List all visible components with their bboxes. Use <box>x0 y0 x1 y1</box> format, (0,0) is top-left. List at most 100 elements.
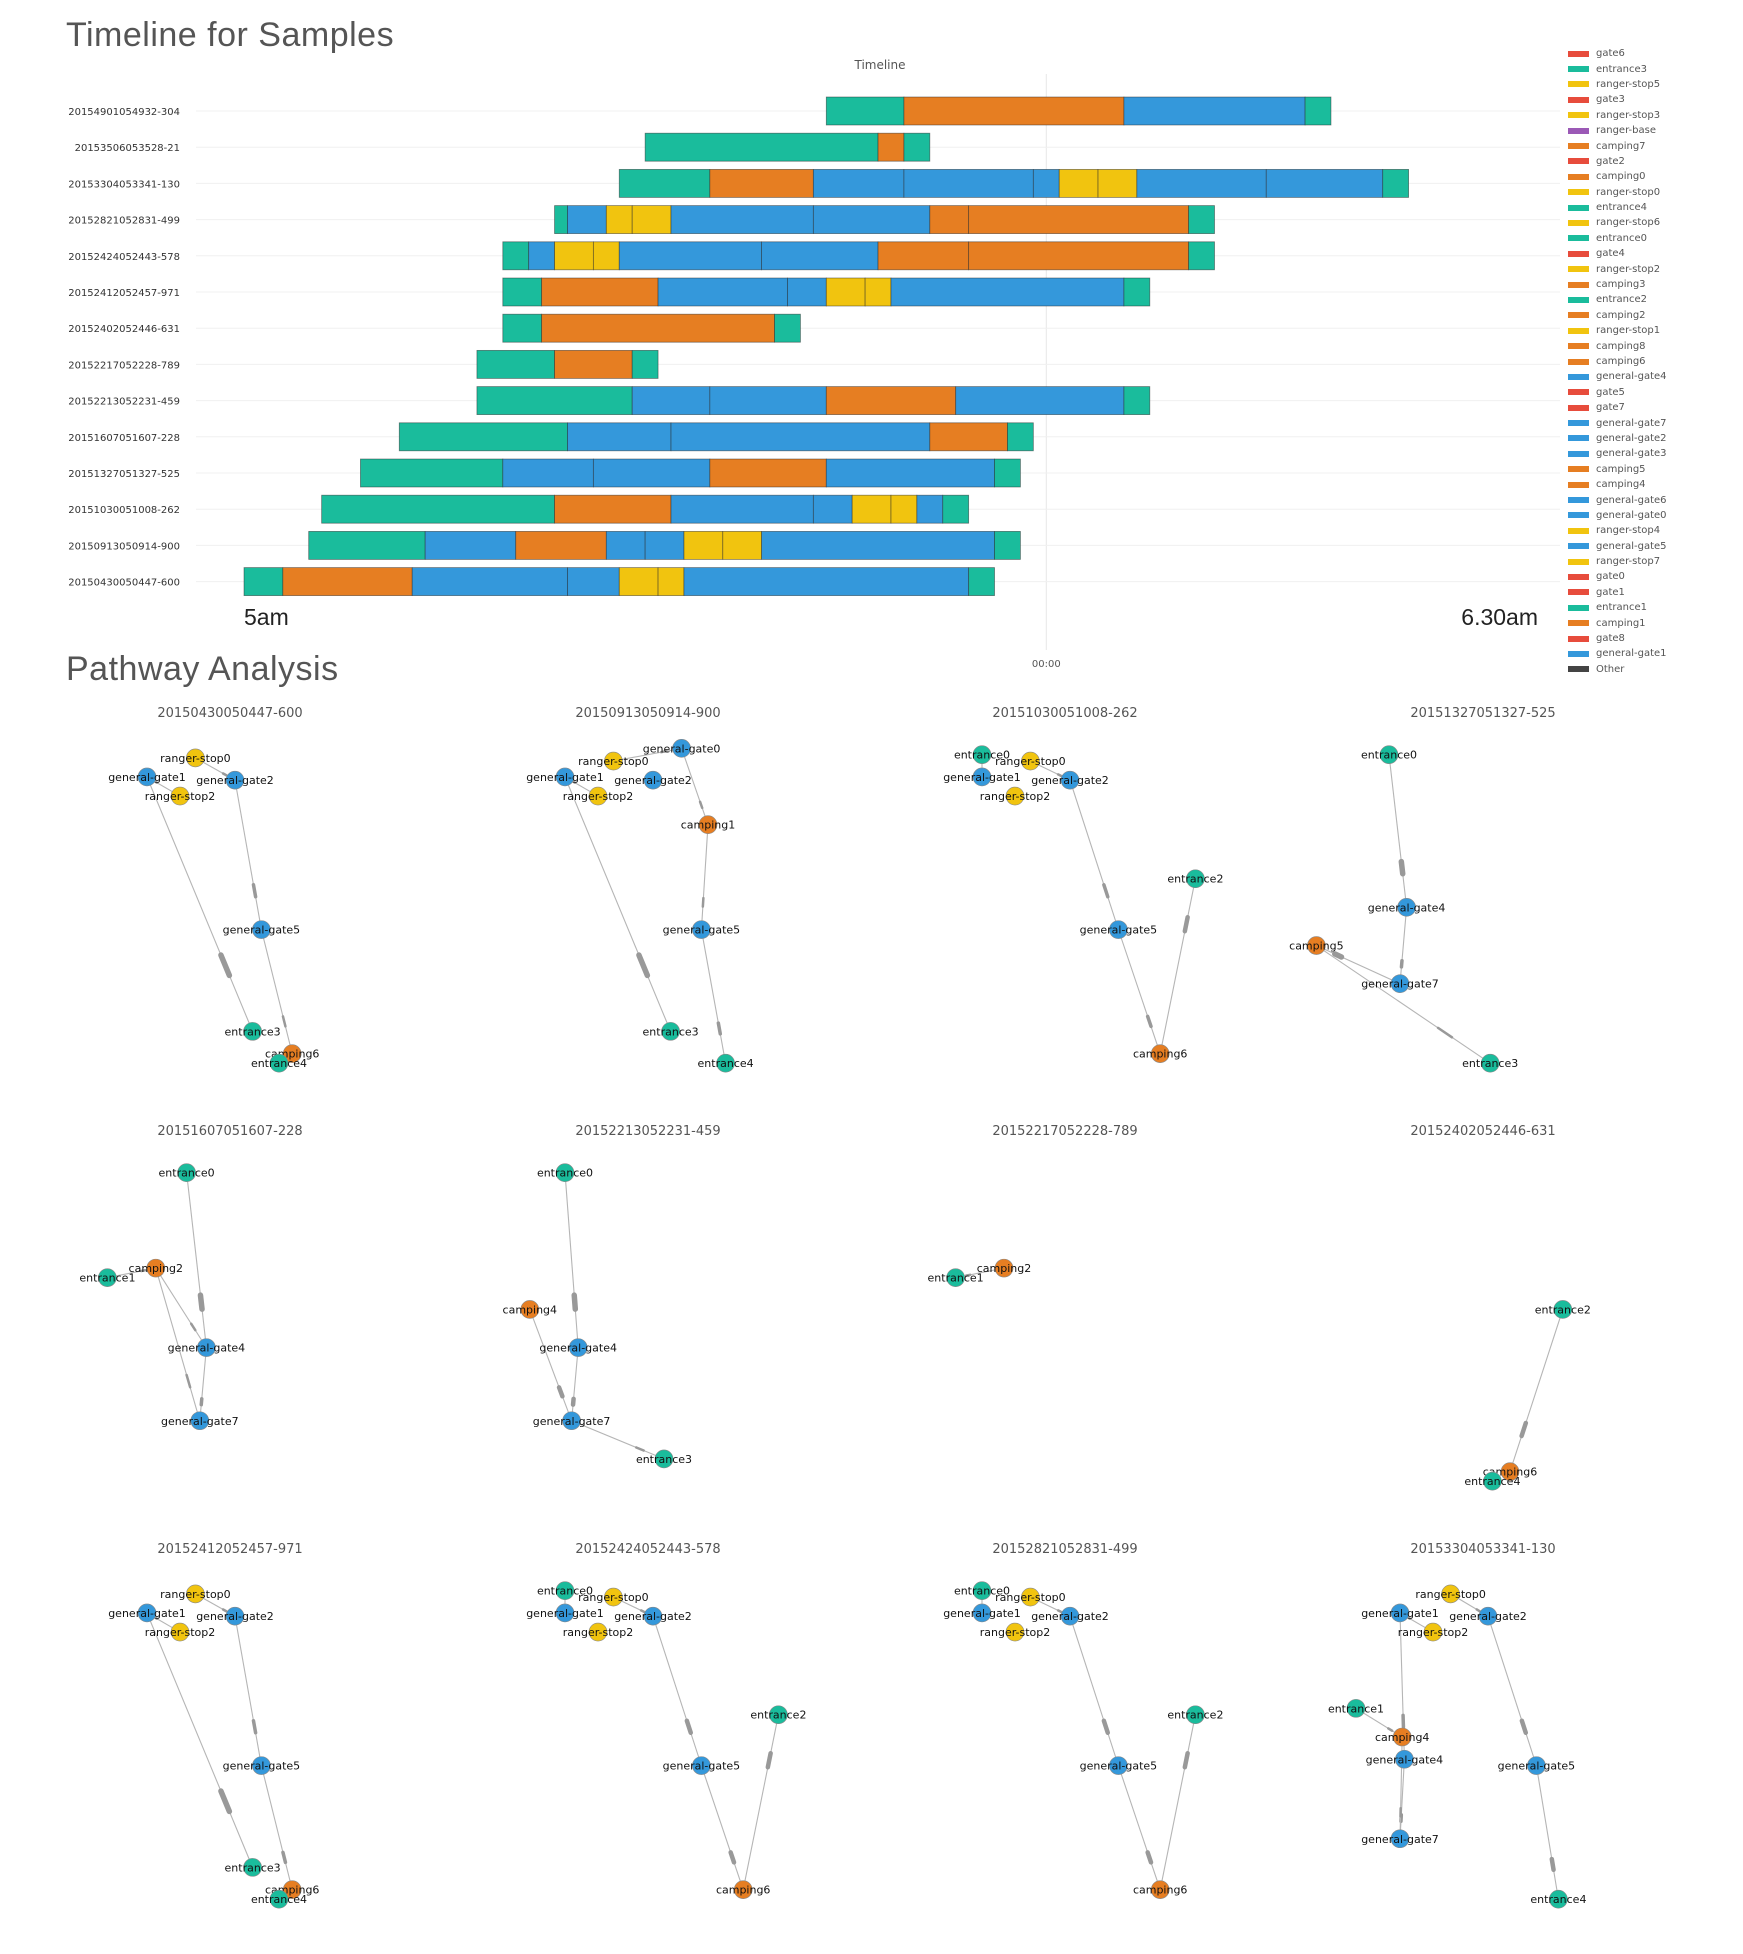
legend-item-ranger-stop6[interactable]: ranger-stop6 <box>1568 215 1738 230</box>
pathway-node-general-gate4 <box>197 1338 216 1357</box>
pathway-node-entrance0 <box>555 1163 575 1183</box>
pathway-node-entrance3 <box>243 1022 262 1041</box>
pathway-edge <box>564 1172 579 1348</box>
legend-item-ranger-stop0[interactable]: ranger-stop0 <box>1568 185 1738 200</box>
legend-item-gate3[interactable]: gate3 <box>1568 92 1738 107</box>
legend-item-entrance0[interactable]: entrance0 <box>1568 231 1738 246</box>
pathway-node-entrance1 <box>98 1268 117 1287</box>
legend-item-general-gate7[interactable]: general-gate7 <box>1568 415 1738 430</box>
pathway-edge-arrow <box>1056 1609 1063 1614</box>
legend-item-ranger-base[interactable]: ranger-base <box>1568 123 1738 138</box>
timeline-segment-general-gate <box>567 567 620 596</box>
legend-item-gate7[interactable]: gate7 <box>1568 400 1738 415</box>
timeline-segment-general-gate <box>411 567 568 596</box>
pathway-node-entrance2 <box>1186 1705 1205 1725</box>
timeline-row: 20153506053528-21 <box>75 132 1560 162</box>
pathway-edge <box>613 747 682 762</box>
timeline-segment-general-gate <box>825 458 995 488</box>
legend-item-camping5[interactable]: camping5 <box>1568 462 1738 477</box>
timeline-segment-ranger-stop <box>1058 168 1099 198</box>
timeline-row: 20152213052231-459 <box>68 386 1560 416</box>
pathway-node-entrance4 <box>716 1053 735 1073</box>
pathway-node-label: ranger-stop0 <box>578 1591 649 1604</box>
legend-label: camping0 <box>1596 171 1646 183</box>
legend-item-general-gate4[interactable]: general-gate4 <box>1568 369 1738 384</box>
pathway-edge <box>652 1615 702 1766</box>
legend-item-camping0[interactable]: camping0 <box>1568 169 1738 184</box>
pathway-edge <box>1030 760 1071 781</box>
pathway-edge <box>195 1593 236 1617</box>
legend-item-ranger-stop3[interactable]: ranger-stop3 <box>1568 108 1738 123</box>
pathway-edge-arrow <box>659 749 668 754</box>
legend-item-entrance3[interactable]: entrance3 <box>1568 61 1738 76</box>
pathway-node-general-gate2 <box>1060 1606 1080 1626</box>
legend-item-ranger-stop2[interactable]: ranger-stop2 <box>1568 261 1738 276</box>
pathway-node-label: entrance3 <box>636 1453 692 1466</box>
legend-item-ranger-stop1[interactable]: ranger-stop1 <box>1568 323 1738 338</box>
legend-item-camping3[interactable]: camping3 <box>1568 277 1738 292</box>
legend-label: ranger-stop4 <box>1596 525 1661 537</box>
pathway-edge <box>742 1714 779 1890</box>
timeline-row-label: 20152424052443-578 <box>68 252 180 263</box>
pathway-graph-title: 20153304053341-130 <box>1410 1542 1555 1557</box>
legend-swatch <box>1568 466 1589 473</box>
legend-item-general-gate1[interactable]: general-gate1 <box>1568 646 1738 661</box>
legend-item-gate2[interactable]: gate2 <box>1568 154 1738 169</box>
pathway-node-entrance0 <box>177 1163 196 1183</box>
legend-label: gate6 <box>1596 48 1625 60</box>
legend-item-camping1[interactable]: camping1 <box>1568 615 1738 630</box>
legend-item-camping8[interactable]: camping8 <box>1568 338 1738 353</box>
pathway-graph-title: 20152213052231-459 <box>575 1124 720 1139</box>
legend-item-general-gate5[interactable]: general-gate5 <box>1568 539 1738 554</box>
pathway-node-general-gate1 <box>555 1603 575 1623</box>
pathway-node-ranger-stop0 <box>604 751 623 771</box>
pathway-edge <box>1159 878 1196 1054</box>
legend-item-gate1[interactable]: gate1 <box>1568 585 1738 600</box>
legend-item-entrance4[interactable]: entrance4 <box>1568 200 1738 215</box>
legend-label: gate3 <box>1596 94 1625 106</box>
timeline-chart-title: Timeline <box>853 58 905 72</box>
timeline-row: 20153304053341-130 <box>68 168 1560 198</box>
timeline-segment-entrance <box>1188 241 1215 271</box>
pathway-edge <box>681 748 709 825</box>
pathway-node-ranger-stop2 <box>170 1622 190 1642</box>
legend-item-general-gate6[interactable]: general-gate6 <box>1568 492 1738 507</box>
pathway-node-label: ranger-stop0 <box>995 1591 1066 1604</box>
legend-label: entrance0 <box>1596 232 1648 244</box>
pathway-edge-arrow <box>1332 951 1345 960</box>
pathway-graph: 20150430050447-600 ranger-stop0 general-ga… <box>108 706 319 1073</box>
pathway-node-label: general-gate5 <box>1080 1760 1158 1773</box>
pathway-node-label: general-gate5 <box>663 1760 741 1773</box>
legend-item-gate0[interactable]: gate0 <box>1568 569 1738 584</box>
legend-item-ranger-stop4[interactable]: ranger-stop4 <box>1568 523 1738 538</box>
legend-item-gate4[interactable]: gate4 <box>1568 246 1738 261</box>
legend-item-gate5[interactable]: gate5 <box>1568 385 1738 400</box>
legend-item-general-gate2[interactable]: general-gate2 <box>1568 431 1738 446</box>
legend-item-ranger-stop5[interactable]: ranger-stop5 <box>1568 77 1738 92</box>
legend-item-camping4[interactable]: camping4 <box>1568 477 1738 492</box>
legend-item-camping2[interactable]: camping2 <box>1568 308 1738 323</box>
timeline-segment-ranger-stop <box>825 277 866 307</box>
pathway-node-entrance3 <box>1480 1053 1500 1073</box>
legend-item-camping6[interactable]: camping6 <box>1568 354 1738 369</box>
legend-item-camping7[interactable]: camping7 <box>1568 138 1738 153</box>
legend-item-entrance1[interactable]: entrance1 <box>1568 600 1738 615</box>
pathway-node-general-gate2 <box>225 1606 245 1626</box>
legend-label: entrance4 <box>1596 202 1648 214</box>
legend-item-entrance2[interactable]: entrance2 <box>1568 292 1738 307</box>
pathway-edge-arrow <box>281 1850 288 1865</box>
legend-item-gate6[interactable]: gate6 <box>1568 46 1738 61</box>
timeline-start-label: 5am <box>244 604 289 630</box>
pathway-node-label: general-gate2 <box>196 774 274 787</box>
legend-item-gate8[interactable]: gate8 <box>1568 631 1738 646</box>
pathway-edge-arrow <box>556 1385 565 1399</box>
legend-item-general-gate3[interactable]: general-gate3 <box>1568 446 1738 461</box>
pathway-node-label: camping1 <box>681 819 736 832</box>
legend-item-general-gate0[interactable]: general-gate0 <box>1568 508 1738 523</box>
legend-item-ranger-stop7[interactable]: ranger-stop7 <box>1568 554 1738 569</box>
pathway-node-label: general-gate1 <box>108 1607 186 1620</box>
legend-item-Other[interactable]: Other <box>1568 662 1738 677</box>
pathway-node-entrance0 <box>972 745 992 765</box>
pathway-node-camping6 <box>282 1880 302 1899</box>
